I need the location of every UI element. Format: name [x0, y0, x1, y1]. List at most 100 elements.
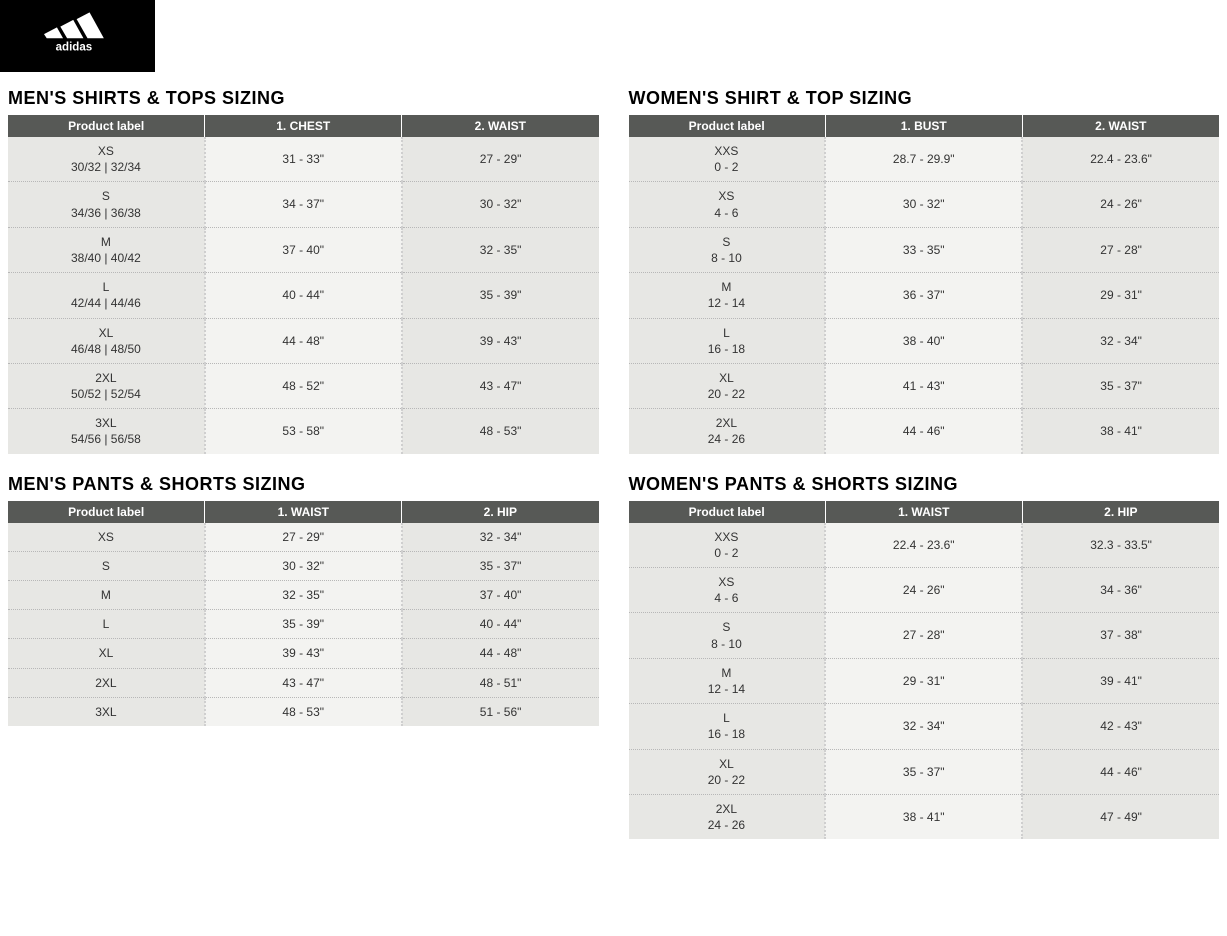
- measure-cell: 38 - 41": [1022, 409, 1219, 454]
- measure-cell: 35 - 37": [825, 749, 1022, 794]
- womens-pants-section: WOMEN'S PANTS & SHORTS SIZING Product la…: [629, 468, 1220, 854]
- measure-cell: 27 - 28": [825, 613, 1022, 658]
- measure-cell: 27 - 28": [1022, 227, 1219, 272]
- mens-pants-title: MEN'S PANTS & SHORTS SIZING: [8, 474, 599, 495]
- col-header: Product label: [629, 115, 826, 137]
- measure-cell: 39 - 41": [1022, 658, 1219, 703]
- measure-cell: 35 - 39": [402, 273, 599, 318]
- size-label-cell: L16 - 18: [629, 318, 826, 363]
- measure-cell: 39 - 43": [205, 639, 402, 668]
- col-header: 1. BUST: [825, 115, 1022, 137]
- measure-cell: 42 - 43": [1022, 704, 1219, 749]
- measure-cell: 34 - 37": [205, 182, 402, 227]
- womens-pants-title: WOMEN'S PANTS & SHORTS SIZING: [629, 474, 1220, 495]
- col-header: Product label: [8, 501, 205, 523]
- table-row: S30 - 32"35 - 37": [8, 551, 599, 580]
- size-label-cell: XXS0 - 2: [629, 523, 826, 568]
- size-label-cell: M12 - 14: [629, 273, 826, 318]
- measure-cell: 32 - 35": [205, 581, 402, 610]
- table-row: XS4 - 624 - 26"34 - 36": [629, 568, 1220, 613]
- measure-cell: 27 - 29": [205, 523, 402, 552]
- measure-cell: 30 - 32": [402, 182, 599, 227]
- table-row: 2XL24 - 2638 - 41"47 - 49": [629, 794, 1220, 839]
- table-row: XXS0 - 228.7 - 29.9"22.4 - 23.6": [629, 137, 1220, 182]
- measure-cell: 48 - 52": [205, 363, 402, 408]
- womens-tops-table: Product label 1. BUST 2. WAIST XXS0 - 22…: [629, 115, 1220, 454]
- measure-cell: 51 - 56": [402, 697, 599, 726]
- womens-tops-body: XXS0 - 228.7 - 29.9"22.4 - 23.6"XS4 - 63…: [629, 137, 1220, 454]
- table-row: L16 - 1832 - 34"42 - 43": [629, 704, 1220, 749]
- table-row: L35 - 39"40 - 44": [8, 610, 599, 639]
- measure-cell: 48 - 51": [402, 668, 599, 697]
- measure-cell: 37 - 40": [205, 227, 402, 272]
- measure-cell: 32 - 34": [402, 523, 599, 552]
- size-label-cell: S: [8, 551, 205, 580]
- measure-cell: 40 - 44": [205, 273, 402, 318]
- adidas-logo-icon: adidas: [44, 11, 112, 60]
- mens-tops-table: Product label 1. CHEST 2. WAIST XS30/32 …: [8, 115, 599, 454]
- measure-cell: 44 - 46": [825, 409, 1022, 454]
- content-grid: MEN'S SHIRTS & TOPS SIZING Product label…: [0, 72, 1227, 853]
- size-label-cell: M38/40 | 40/42: [8, 227, 205, 272]
- size-label-cell: XL46/48 | 48/50: [8, 318, 205, 363]
- table-row: XL39 - 43"44 - 48": [8, 639, 599, 668]
- mens-tops-section: MEN'S SHIRTS & TOPS SIZING Product label…: [8, 82, 599, 468]
- measure-cell: 32 - 35": [402, 227, 599, 272]
- measure-cell: 29 - 31": [825, 658, 1022, 703]
- col-header: Product label: [629, 501, 826, 523]
- measure-cell: 32.3 - 33.5": [1022, 523, 1219, 568]
- size-label-cell: 3XL54/56 | 56/58: [8, 409, 205, 454]
- size-label-cell: 2XL24 - 26: [629, 794, 826, 839]
- size-label-cell: S34/36 | 36/38: [8, 182, 205, 227]
- measure-cell: 35 - 37": [1022, 363, 1219, 408]
- measure-cell: 33 - 35": [825, 227, 1022, 272]
- measure-cell: 22.4 - 23.6": [825, 523, 1022, 568]
- measure-cell: 37 - 40": [402, 581, 599, 610]
- womens-tops-title: WOMEN'S SHIRT & TOP SIZING: [629, 88, 1220, 109]
- col-header: 2. WAIST: [402, 115, 599, 137]
- measure-cell: 38 - 40": [825, 318, 1022, 363]
- measure-cell: 39 - 43": [402, 318, 599, 363]
- size-label-cell: L: [8, 610, 205, 639]
- mens-tops-body: XS30/32 | 32/3431 - 33"27 - 29"S34/36 | …: [8, 137, 599, 454]
- table-row: M12 - 1436 - 37"29 - 31": [629, 273, 1220, 318]
- table-row: M32 - 35"37 - 40": [8, 581, 599, 610]
- size-label-cell: S8 - 10: [629, 613, 826, 658]
- measure-cell: 28.7 - 29.9": [825, 137, 1022, 182]
- mens-pants-body: XS27 - 29"32 - 34"S30 - 32"35 - 37"M32 -…: [8, 523, 599, 726]
- size-label-cell: 3XL: [8, 697, 205, 726]
- measure-cell: 40 - 44": [402, 610, 599, 639]
- col-header: 2. WAIST: [1022, 115, 1219, 137]
- measure-cell: 32 - 34": [825, 704, 1022, 749]
- mens-pants-table: Product label 1. WAIST 2. HIP XS27 - 29"…: [8, 501, 599, 726]
- measure-cell: 30 - 32": [205, 551, 402, 580]
- table-row: XXS0 - 222.4 - 23.6"32.3 - 33.5": [629, 523, 1220, 568]
- svg-text:adidas: adidas: [55, 42, 92, 54]
- measure-cell: 48 - 53": [205, 697, 402, 726]
- table-row: M38/40 | 40/4237 - 40"32 - 35": [8, 227, 599, 272]
- table-row: XS27 - 29"32 - 34": [8, 523, 599, 552]
- size-label-cell: M12 - 14: [629, 658, 826, 703]
- table-row: 3XL48 - 53"51 - 56": [8, 697, 599, 726]
- womens-tops-section: WOMEN'S SHIRT & TOP SIZING Product label…: [629, 82, 1220, 468]
- womens-pants-body: XXS0 - 222.4 - 23.6"32.3 - 33.5"XS4 - 62…: [629, 523, 1220, 840]
- table-row: L42/44 | 44/4640 - 44"35 - 39": [8, 273, 599, 318]
- size-label-cell: L42/44 | 44/46: [8, 273, 205, 318]
- measure-cell: 44 - 46": [1022, 749, 1219, 794]
- table-row: L16 - 1838 - 40"32 - 34": [629, 318, 1220, 363]
- measure-cell: 32 - 34": [1022, 318, 1219, 363]
- col-header: 1. WAIST: [825, 501, 1022, 523]
- table-row: XL20 - 2235 - 37"44 - 46": [629, 749, 1220, 794]
- measure-cell: 37 - 38": [1022, 613, 1219, 658]
- measure-cell: 48 - 53": [402, 409, 599, 454]
- measure-cell: 29 - 31": [1022, 273, 1219, 318]
- table-row: 3XL54/56 | 56/5853 - 58"48 - 53": [8, 409, 599, 454]
- size-label-cell: XL: [8, 639, 205, 668]
- col-header: 1. CHEST: [205, 115, 402, 137]
- measure-cell: 36 - 37": [825, 273, 1022, 318]
- brand-logo-bar: adidas: [0, 0, 155, 72]
- size-label-cell: XL20 - 22: [629, 363, 826, 408]
- measure-cell: 27 - 29": [402, 137, 599, 182]
- table-row: XS4 - 630 - 32"24 - 26": [629, 182, 1220, 227]
- measure-cell: 41 - 43": [825, 363, 1022, 408]
